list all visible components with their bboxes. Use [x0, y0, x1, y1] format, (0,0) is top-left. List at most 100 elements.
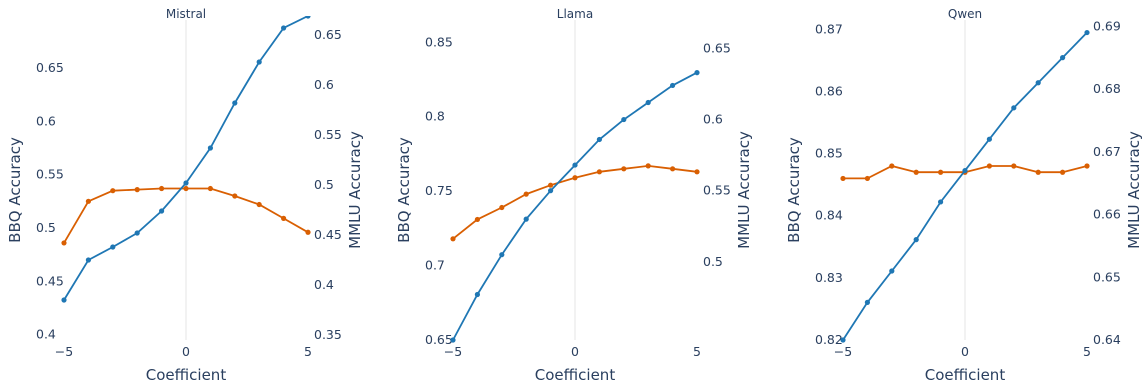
y-right-tick-label: 0.69: [1093, 18, 1121, 33]
data-point: [281, 215, 287, 221]
data-point: [183, 180, 189, 186]
y-right-tick-label: 0.66: [1093, 207, 1121, 222]
data-point: [474, 216, 480, 223]
y-right-tick-label: 0.6: [703, 112, 723, 127]
data-point: [938, 169, 944, 175]
y-left-tick-label: 0.4: [36, 327, 56, 342]
y-left-tick-label: 0.86: [815, 83, 843, 98]
data-point: [548, 182, 554, 188]
data-point: [110, 244, 116, 250]
data-point: [548, 188, 554, 194]
data-point: [645, 99, 651, 106]
data-point: [207, 145, 213, 151]
data-point: [1060, 55, 1066, 61]
y-left-tick-label: 0.7: [425, 258, 445, 273]
y-right-tick-label: 0.65: [314, 27, 342, 42]
data-point: [1011, 163, 1017, 169]
data-point: [159, 185, 165, 192]
mmlu-accuracy-series: [61, 16, 311, 303]
data-point: [305, 16, 311, 19]
data-point: [986, 163, 993, 169]
data-point: [864, 299, 871, 305]
data-point: [572, 162, 578, 168]
x-tick-label: 0: [182, 344, 190, 359]
data-point: [645, 163, 651, 169]
data-point: [85, 198, 91, 204]
data-point: [572, 175, 578, 181]
data-point: [134, 230, 140, 236]
data-point: [256, 59, 262, 65]
y-right-axis-title: MMLU Accuracy: [1125, 131, 1143, 249]
data-point: [523, 216, 529, 222]
data-point: [450, 337, 456, 343]
data-point: [1060, 169, 1066, 175]
data-point: [913, 169, 919, 175]
y-right-axis-title: MMLU Accuracy: [735, 131, 753, 249]
data-point: [450, 236, 456, 242]
data-point: [864, 175, 871, 182]
y-left-tick-label: 0.65: [36, 60, 64, 75]
data-point: [281, 25, 287, 31]
y-right-tick-label: 0.55: [314, 127, 342, 142]
x-tick-label: −5: [55, 344, 73, 359]
y-left-tick-label: 0.87: [815, 21, 843, 36]
x-tick-label: 5: [693, 344, 701, 359]
data-point: [670, 166, 676, 172]
data-point: [183, 185, 189, 192]
chart-panel-mistral: Mistral −5 0 5 0.4 0.45 0.5 0.55 0.6 0.65 0.35 0.4 0…: [6, 7, 364, 384]
data-point: [1035, 80, 1041, 86]
x-tick-label: 5: [1083, 344, 1091, 359]
x-tick-label: 0: [571, 344, 579, 359]
panel-title: Qwen: [948, 7, 982, 21]
y-right-tick-label: 0.35: [314, 327, 342, 342]
y-right-tick-label: 0.5: [703, 254, 723, 269]
y-right-tick-label: 0.64: [1093, 332, 1121, 347]
data-point: [962, 167, 968, 174]
y-right-tick-label: 0.65: [1093, 269, 1121, 284]
data-point: [305, 229, 311, 235]
x-tick-label: −5: [444, 344, 462, 359]
data-point: [110, 188, 116, 194]
data-point: [61, 297, 67, 303]
y-left-tick-label: 0.65: [425, 332, 453, 347]
data-point: [499, 204, 505, 211]
data-point: [913, 237, 919, 243]
data-point: [159, 208, 165, 214]
y-left-tick-label: 0.82: [815, 332, 843, 347]
x-axis-title: Coefficient: [925, 366, 1006, 384]
y-right-tick-label: 0.4: [314, 277, 334, 292]
data-point: [207, 185, 213, 192]
y-left-tick-label: 0.75: [425, 183, 453, 198]
data-point: [499, 252, 505, 258]
y-right-tick-label: 0.5: [314, 177, 334, 192]
data-point: [256, 201, 262, 208]
data-point: [621, 166, 627, 172]
y-right-tick-label: 0.65: [703, 40, 731, 55]
data-point: [889, 268, 895, 274]
data-point: [474, 291, 480, 298]
y-left-tick-label: 0.84: [815, 208, 843, 223]
x-tick-label: −5: [834, 344, 852, 359]
bbq-accuracy-series: [450, 163, 700, 242]
data-point: [232, 193, 238, 199]
y-left-tick-label: 0.55: [36, 167, 64, 182]
data-point: [621, 116, 627, 123]
data-point: [1084, 163, 1090, 169]
bbq-accuracy-series: [61, 185, 311, 246]
data-point: [1035, 169, 1041, 175]
data-point: [134, 187, 140, 193]
data-point: [1084, 29, 1090, 36]
data-point: [694, 169, 700, 175]
y-right-axis-title: MMLU Accuracy: [346, 131, 364, 249]
data-point: [938, 199, 944, 205]
mmlu-accuracy-series: [450, 70, 700, 343]
data-point: [85, 257, 91, 263]
x-axis-title: Coefficient: [146, 366, 227, 384]
y-right-tick-label: 0.68: [1093, 81, 1121, 96]
data-point: [840, 175, 846, 182]
data-point: [840, 337, 846, 343]
data-point: [596, 169, 603, 175]
data-point: [523, 191, 529, 197]
mmlu-accuracy-series: [840, 29, 1090, 343]
